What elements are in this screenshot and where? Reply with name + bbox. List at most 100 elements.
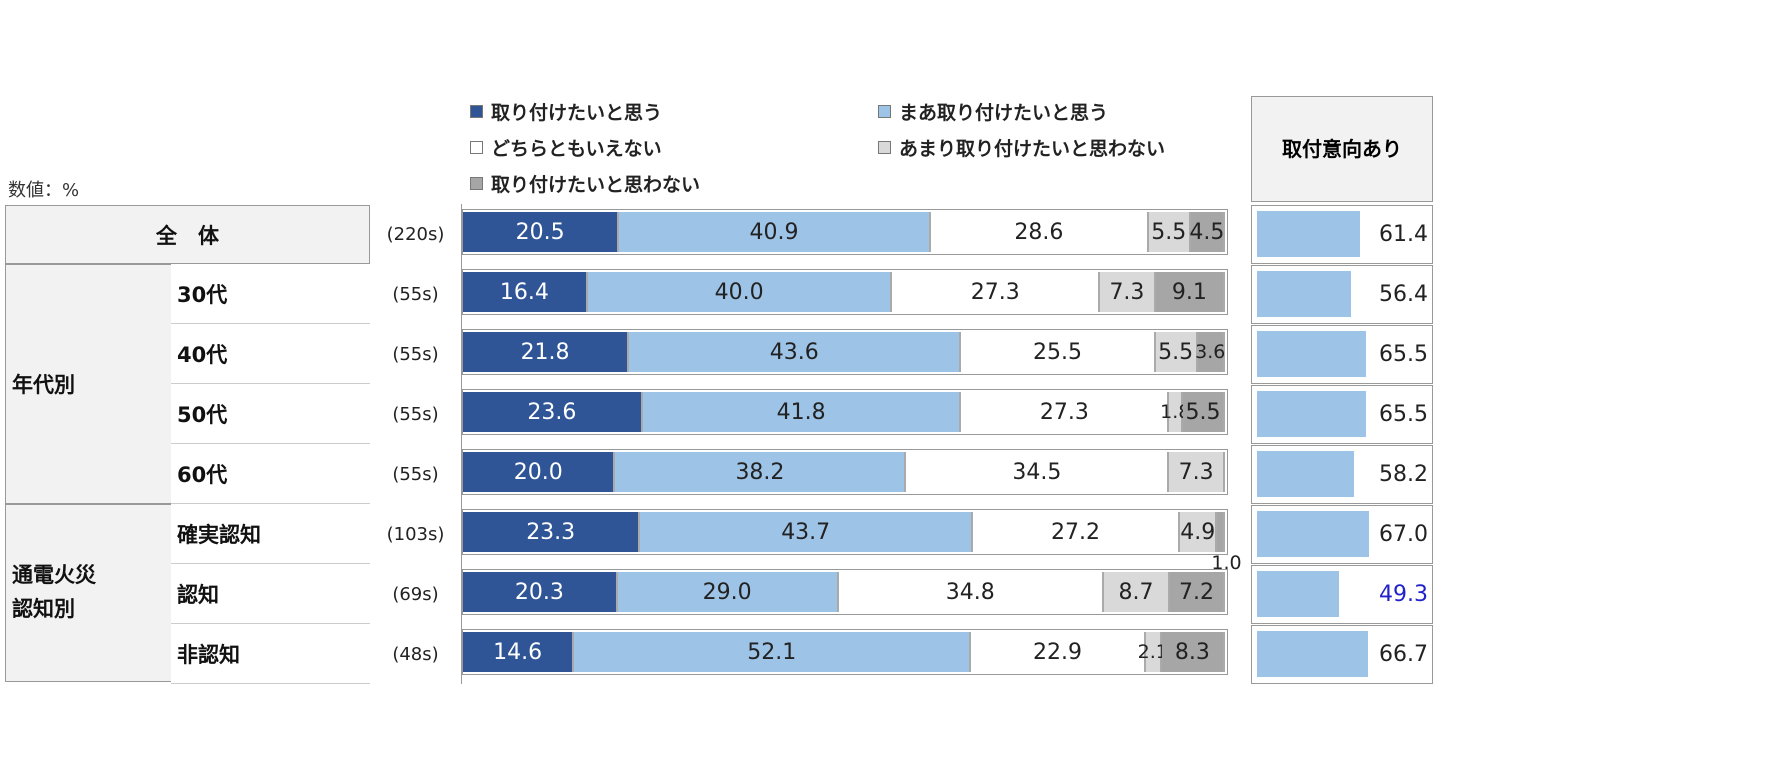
row-label: 50代 [171,384,370,444]
bar-value-label: 5.5 [1151,219,1187,245]
bar-row: 14.6 52.1 22.9 2.1 8.3 [462,629,1228,675]
bar-value-label: 40.0 [714,279,764,305]
bar-segment: 4.5 [1189,212,1225,252]
legend-item: 取り付けたいと思わない [470,170,700,197]
intent-value: 65.5 [1379,402,1428,427]
legend-item: あまり取り付けたいと思わない [878,134,1165,161]
bar-segment: 7.3 [1100,272,1156,312]
intent-row: 61.4 [1251,205,1433,264]
bar-value-label: 38.2 [735,459,785,485]
group-label-awareness: 通電火災 認知別 [5,504,172,682]
bar-segment: 22.9 [971,632,1146,672]
bar-value-label: 23.3 [526,519,576,545]
intent-bar [1257,391,1367,437]
bar-segment: 38.2 [615,452,907,492]
bar-segment: 21.8 [463,332,630,372]
bar-segment: 43.7 [640,512,974,552]
bar-value-label: 29.0 [702,579,752,605]
intent-row: 56.4 [1251,265,1433,324]
bar-segment: 43.6 [629,332,962,372]
bar-segment: 5.5 [1183,392,1225,432]
bar-segment: 27.3 [892,272,1101,312]
bar-segment: 20.0 [463,452,616,492]
bar-segment: 16.4 [463,272,588,312]
bar-segment: 23.6 [463,392,643,432]
intent-row: 58.2 [1251,445,1433,504]
legend-swatch [878,105,891,118]
intent-value: 67.0 [1379,522,1428,547]
intent-header: 取付意向 あり [1251,96,1433,202]
bar-segment: 27.2 [973,512,1181,552]
intent-row: 65.5 [1251,325,1433,384]
row-sample-size: (55s) [370,444,462,504]
bar-segment: 5.5 [1155,332,1198,372]
intent-value: 61.4 [1379,222,1428,247]
bar-row: 20.0 38.2 34.5 7.3 [462,449,1228,495]
intent-bar [1257,451,1355,497]
bar-value-label: 41.8 [776,399,826,425]
bar-value-label: 20.5 [515,219,565,245]
bar-value-label: 7.2 [1179,579,1215,605]
intent-value: 49.3 [1379,582,1428,607]
intent-value: 58.2 [1379,462,1428,487]
legend-label: どちらともいえない [491,138,662,160]
bar-value-label: 14.6 [493,639,543,665]
bar-segment: 9.1 [1155,272,1225,312]
bar-segment: 34.8 [838,572,1104,612]
legend-swatch [470,105,483,118]
intent-header-line2: あり [1362,137,1402,161]
intent-value: 56.4 [1379,282,1428,307]
intent-bar [1257,631,1369,677]
intent-value: 66.7 [1379,642,1428,667]
legend-label: 取り付けたいと思わない [491,174,701,196]
intent-bar [1257,271,1352,317]
bar-value-label: 20.0 [513,459,563,485]
bar-value-label: 4.9 [1180,519,1216,545]
row-sample-size: (55s) [370,384,462,444]
row-label: 認知 [171,564,370,624]
intent-header-line1: 取付意向 [1282,137,1362,161]
bar-value-label: 2.1 [1137,641,1168,663]
intent-bar [1257,571,1340,617]
bar-segment: 1.0 [1211,512,1242,574]
intent-bar [1257,511,1369,557]
bar-row: 21.8 43.6 25.5 5.5 3.6 [462,329,1228,375]
bar-segment: 14.6 [463,632,575,672]
legend-label: まあ取り付けたいと思う [899,102,1109,124]
bar-value-label: 1.8 [1160,401,1191,423]
bar-row: 20.3 29.0 34.8 8.7 7.2 [462,569,1228,615]
row-sample-size: (69s) [370,564,462,624]
bar-segment: 20.5 [463,212,620,252]
bar-segment: 29.0 [617,572,839,612]
intent-row: 65.5 [1251,385,1433,444]
bar-segment: 40.0 [587,272,893,312]
bar-segment: 25.5 [961,332,1156,372]
bar-value-label: 7.3 [1178,459,1214,485]
bar-segment: 7.3 [1169,452,1225,492]
row-label: 確実認知 [171,504,370,564]
intent-row: 49.3 [1251,565,1433,624]
row-label: 40代 [171,324,370,384]
bar-value-label: 4.5 [1189,219,1225,245]
bar-value-label: 16.4 [499,279,549,305]
legend-swatch [878,141,891,154]
intent-value: 65.5 [1379,342,1428,367]
bar-segment: 34.5 [906,452,1170,492]
legend-label: あまり取り付けたいと思わない [899,138,1166,160]
bar-value-label: 20.3 [514,579,564,605]
bar-segment: 23.3 [463,512,641,552]
row-label: 非認知 [171,624,370,684]
bar-row: 16.4 40.0 27.3 7.3 9.1 [462,269,1228,315]
bar-row: 20.5 40.9 28.6 5.5 4.5 [462,209,1228,255]
row-sample-size: (220s) [370,204,462,264]
legend-item: 取り付けたいと思う [470,98,662,125]
bar-segment: 20.3 [463,572,618,612]
bar-value-label: 8.7 [1118,579,1154,605]
legend-item: まあ取り付けたいと思う [878,98,1108,125]
group-label-total: 全 体 [5,205,370,264]
row-sample-size: (55s) [370,324,462,384]
bar-value-label: 40.9 [749,219,799,245]
bar-value-label: 34.5 [1012,459,1062,485]
bar-value-label: 8.3 [1174,639,1210,665]
bar-segment: 27.3 [961,392,1170,432]
